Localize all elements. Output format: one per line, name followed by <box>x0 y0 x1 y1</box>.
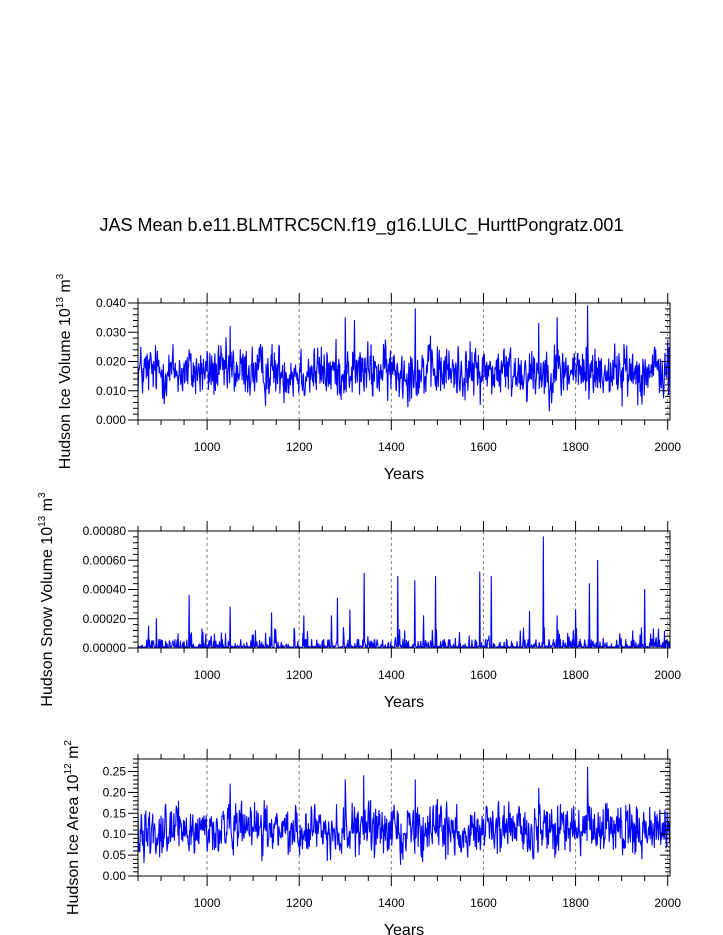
x-tick-label: 1200 <box>286 668 313 682</box>
series-line-ice-area <box>137 766 671 865</box>
y-tick-label: 0.20 <box>103 785 127 799</box>
y-tick-label: 0.000 <box>96 413 126 427</box>
y-tick-label: 0.10 <box>103 827 127 841</box>
series-line-snow-volume <box>137 536 671 649</box>
x-axis-label: Years <box>384 694 424 711</box>
x-tick-label: 1800 <box>562 896 589 910</box>
y-tick-label: 0.00080 <box>83 524 127 538</box>
chart-title: JAS Mean b.e11.BLMTRC5CN.f19_g16.LULC_Hu… <box>99 215 624 235</box>
y-tick-label: 0.010 <box>96 384 126 398</box>
x-tick-label: 1400 <box>378 896 405 910</box>
plot-frame <box>137 758 671 877</box>
panel-snow-volume: 1000 1200 1400 1600 1800 2000 0.00000 0.00020 0.… <box>37 492 681 711</box>
x-tick-label: 2000 <box>654 668 681 682</box>
y-tick-label: 0.020 <box>96 355 126 369</box>
x-tick-label: 1400 <box>378 668 405 682</box>
x-axis-label: Years <box>384 466 424 483</box>
x-tick-label: 1200 <box>286 896 313 910</box>
y-tick-label: 0.15 <box>103 806 127 820</box>
x-tick-label: 2000 <box>654 440 681 454</box>
y-axis-label: Hudson Ice Area 1012 m2 <box>63 740 82 915</box>
y-tick-label: 0.25 <box>103 765 127 779</box>
y-tick-label: 0.00040 <box>83 583 127 597</box>
y-tick-label: 0.00000 <box>83 641 127 655</box>
y-tick-label: 0.040 <box>96 296 126 310</box>
x-tick-label: 1200 <box>286 440 313 454</box>
y-tick-label: 0.030 <box>96 325 126 339</box>
y-axis-label: Hudson Ice Volume 1013 m3 <box>55 273 74 469</box>
series-line-ice-volume <box>137 305 671 412</box>
y-tick-label: 0.00060 <box>83 553 127 567</box>
x-tick-label: 1000 <box>194 896 221 910</box>
panel-ice-area: 1000 1200 1400 1600 1800 2000 0.00 0.05 0.10 0.15… <box>63 740 681 935</box>
x-tick-label: 1600 <box>470 896 497 910</box>
x-tick-label: 1400 <box>378 440 405 454</box>
x-tick-label: 1600 <box>470 668 497 682</box>
x-axis-label: Years <box>384 922 424 935</box>
x-tick-label: 2000 <box>654 896 681 910</box>
y-tick-label: 0.00 <box>103 869 127 883</box>
x-tick-label: 1800 <box>562 440 589 454</box>
x-tick-label: 1000 <box>194 440 221 454</box>
panel-ice-volume: 1000 1200 1400 1600 1800 2000 0.000 0.010 0.020 0… <box>55 273 681 483</box>
x-tick-label: 1600 <box>470 440 497 454</box>
y-tick-label: 0.00020 <box>83 612 127 626</box>
y-tick-label: 0.05 <box>103 848 127 862</box>
x-tick-label: 1800 <box>562 668 589 682</box>
x-tick-label: 1000 <box>194 668 221 682</box>
y-axis-label: Hudson Snow Volume 1013 m3 <box>37 492 56 707</box>
